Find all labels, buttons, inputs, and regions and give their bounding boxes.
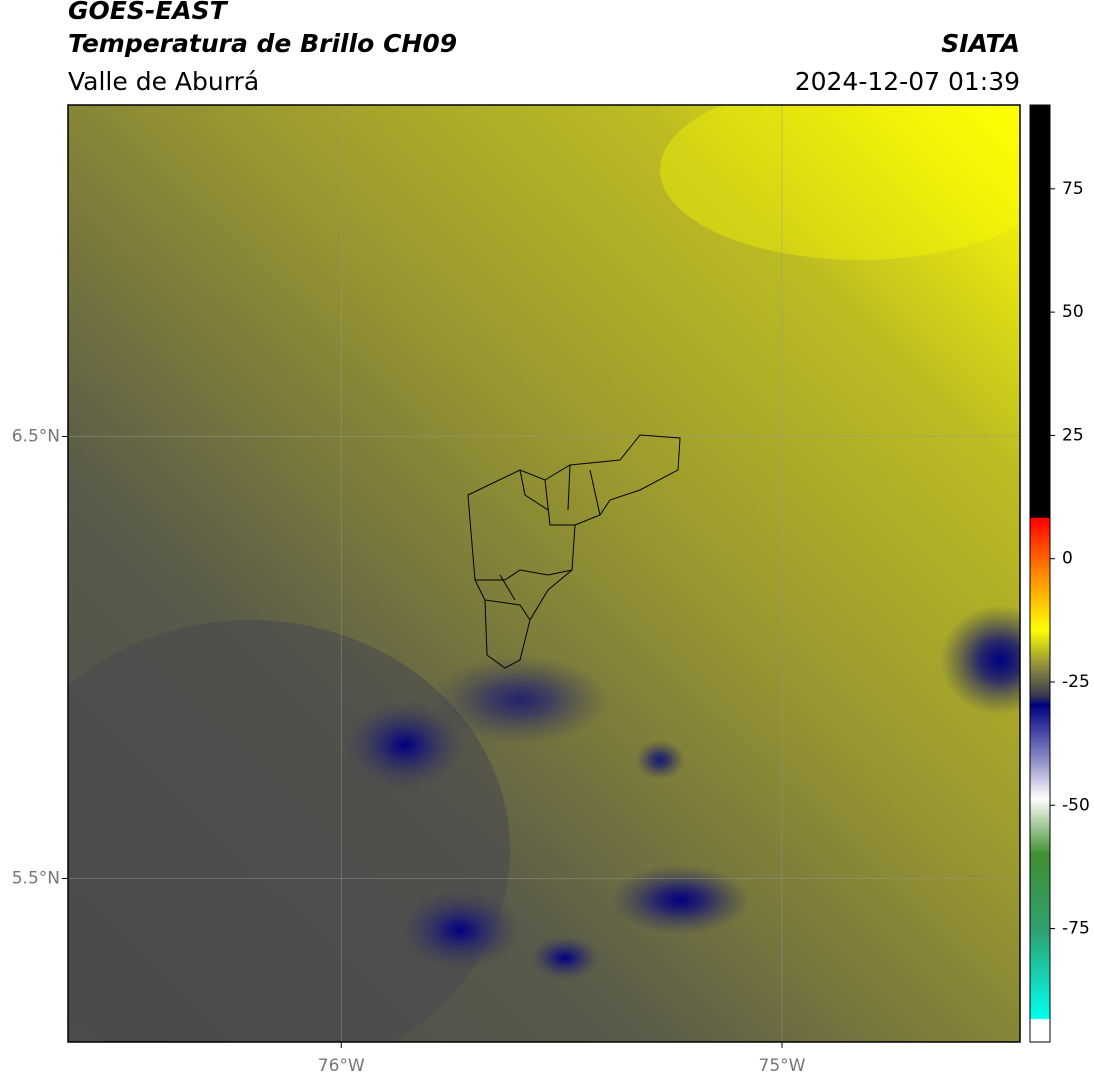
colorbar-tick-label: 25 <box>1062 425 1084 445</box>
x-tick-label: 75°W <box>759 1056 806 1076</box>
grid <box>62 105 1020 1048</box>
y-tick-label: 6.5°N <box>12 426 60 446</box>
colorbar <box>1029 104 1051 1043</box>
colorbar-tick-label: -25 <box>1062 672 1090 692</box>
source: SIATA <box>941 29 1020 58</box>
datetime: 2024-12-07 01:39 <box>795 67 1020 96</box>
subtitle: Temperatura de Brillo CH09 <box>68 29 457 58</box>
colorbar-tick-label: 50 <box>1062 302 1084 322</box>
field <box>68 105 1020 1042</box>
y-tick-label: 5.5°N <box>12 868 60 888</box>
municipal-boundaries <box>467 434 681 669</box>
colorbar-tick-label: 75 <box>1062 179 1084 199</box>
colorbar-tick-label: -50 <box>1062 795 1090 815</box>
colorbar-tick-label: -75 <box>1062 919 1090 939</box>
colorbar-tick-label: 0 <box>1062 549 1073 569</box>
colorbar-ticks: 75 50 25 0 -25 -50 -75 <box>1050 179 1090 939</box>
x-tick-label: 76°W <box>318 1056 365 1076</box>
region: Valle de Aburrá <box>68 67 259 96</box>
map-frame <box>67 104 1021 1043</box>
title: GOES-EAST <box>68 0 229 25</box>
